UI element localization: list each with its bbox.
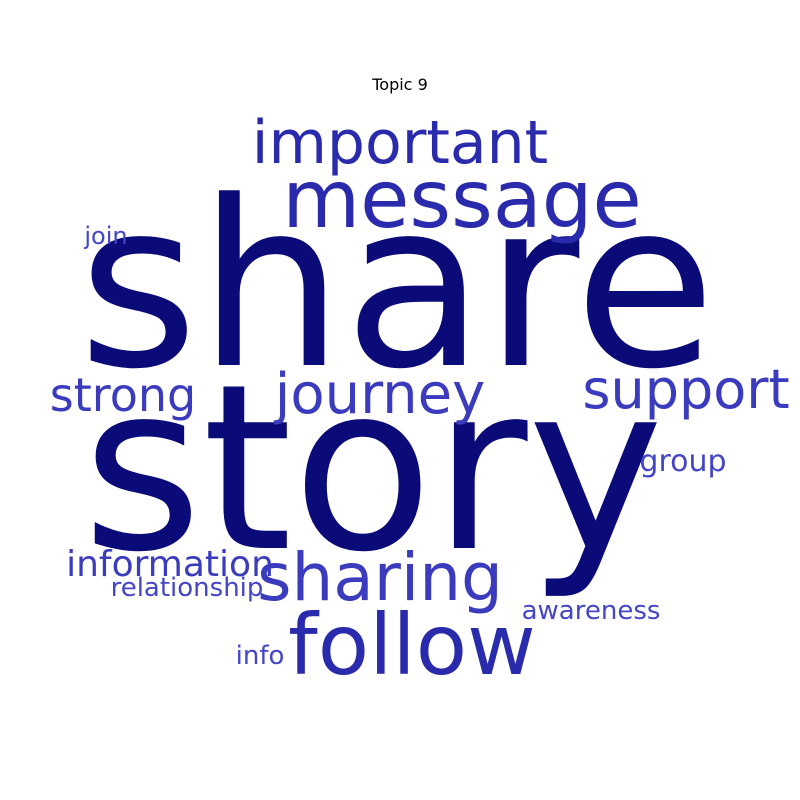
word-information: information [66,544,274,585]
word-awareness: awareness [521,596,661,626]
word-support: support [582,358,790,421]
word-info: info [235,641,285,671]
word-important: important [251,108,549,178]
word-follow: follow [288,596,536,694]
word-sharing: sharing [257,539,503,616]
word-share: share [78,153,716,420]
word-join: join [84,222,128,250]
word-journey: journey [274,362,486,427]
word-group: group [639,444,727,479]
word-relationship: relationship [110,573,264,603]
word-strong: strong [49,368,197,422]
word-story: story [82,336,664,603]
word-message: message [282,153,642,246]
figure-title: Topic 9 [372,75,428,94]
